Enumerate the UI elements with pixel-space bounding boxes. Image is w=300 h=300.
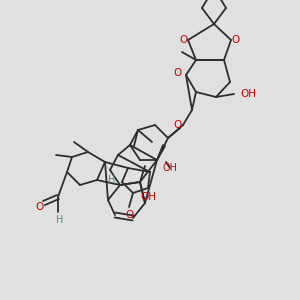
Text: O: O [231, 35, 239, 45]
Text: O: O [36, 202, 44, 212]
Text: H: H [56, 215, 64, 225]
Text: OH: OH [240, 89, 256, 99]
Text: OH: OH [163, 163, 178, 173]
Text: H: H [108, 175, 116, 185]
Text: O: O [174, 68, 182, 78]
Text: O: O [179, 35, 187, 45]
Text: O: O [125, 210, 133, 220]
Text: O: O [174, 120, 182, 130]
Text: OH: OH [140, 192, 156, 202]
